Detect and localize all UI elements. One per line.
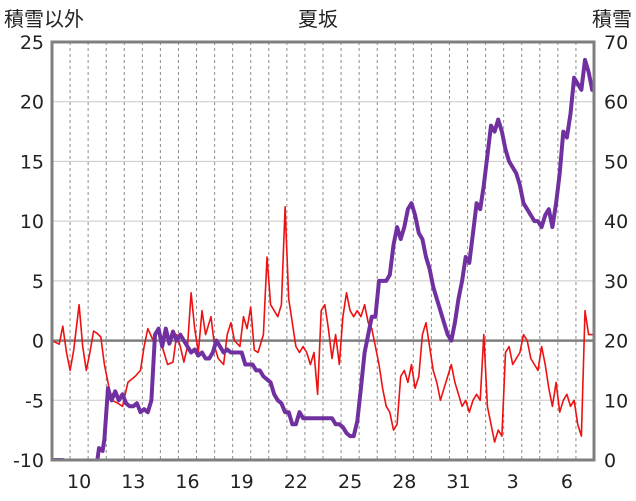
x-axis-ticks: 10 13 16 19 22 25 28 31 3 6	[67, 471, 573, 493]
x-tick-label: 22	[284, 471, 308, 493]
left-y-tick-label: -10	[13, 450, 44, 472]
right-axis-ticks: 0 10 20 30 40 50 60 70	[604, 32, 628, 472]
series-layer	[52, 57, 594, 460]
right-y-tick-label: 0	[604, 450, 616, 472]
right-y-tick-label: 40	[604, 211, 628, 233]
plot-frame	[50, 40, 596, 462]
right-y-tick-label: 60	[604, 92, 628, 114]
snow-depth-series-line	[52, 57, 594, 460]
left-y-tick-label: 20	[20, 92, 44, 114]
x-tick-label: 19	[230, 471, 254, 493]
x-tick-label: 31	[446, 471, 470, 493]
left-y-tick-label: 10	[20, 211, 44, 233]
x-tick-label: 6	[561, 471, 573, 493]
x-tick-label: 28	[392, 471, 416, 493]
right-y-tick-label: 50	[604, 151, 628, 173]
right-y-tick-label: 70	[604, 32, 628, 54]
x-tick-label: 10	[67, 471, 91, 493]
left-y-tick-label: 15	[20, 151, 44, 173]
gridlines	[52, 42, 594, 460]
chart-title: 夏坂	[298, 7, 338, 31]
right-axis-label: 積雪	[592, 7, 632, 31]
right-y-tick-label: 30	[604, 271, 628, 293]
left-y-tick-label: 0	[32, 331, 44, 353]
x-tick-label: 25	[338, 471, 362, 493]
right-y-tick-label: 20	[604, 331, 628, 353]
x-tick-label: 16	[175, 471, 199, 493]
left-y-tick-label: -5	[25, 390, 44, 412]
x-tick-label: 3	[507, 471, 519, 493]
left-y-tick-label: 5	[32, 271, 44, 293]
left-axis-ticks: -10 -5 0 5 10 15 20 25	[13, 32, 44, 472]
x-tick-label: 13	[121, 471, 145, 493]
right-y-tick-label: 10	[604, 390, 628, 412]
left-y-tick-label: 25	[20, 32, 44, 54]
left-axis-label: 積雪以外	[4, 7, 84, 31]
